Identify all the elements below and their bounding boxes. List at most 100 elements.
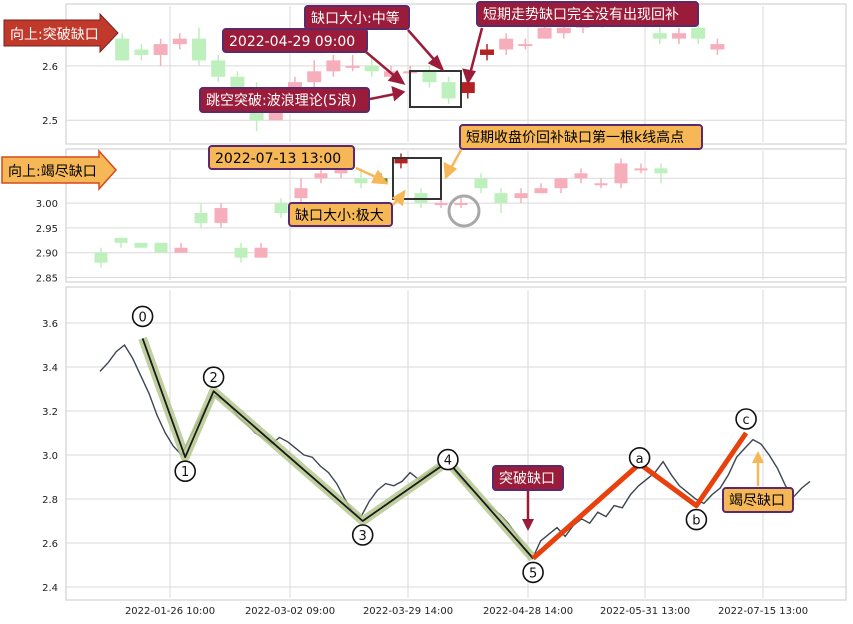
- p2-y-tick-label: 3.00: [36, 199, 58, 210]
- wave-point-label: 5: [529, 566, 537, 581]
- p2-candle-body: [514, 193, 528, 199]
- callout-exhaustion-gap-wave-box: [722, 487, 794, 513]
- arrow-gap-size-head: [427, 54, 445, 72]
- wave-point-marker: [437, 448, 459, 471]
- p2-candle-body: [154, 242, 168, 253]
- p1-candle-body: [345, 65, 360, 68]
- callout-time-breakout: 2022-04-29 09:00: [222, 28, 368, 53]
- callout-fill-note-text: 短期收盘价回补缺口第一根k线高点: [466, 129, 684, 146]
- p2-candle-body: [314, 173, 328, 179]
- wave-point-marker: [628, 446, 651, 469]
- p1-candle-body: [230, 76, 245, 88]
- p2-candle-body: [394, 158, 408, 164]
- panel-breakout-frame: [65, 3, 847, 145]
- callout-time-breakout-text: 2022-04-29 09:00: [229, 34, 355, 50]
- p3-x-tick-label: 2022-05-31 13:00: [600, 606, 690, 617]
- p1-candle-body: [518, 44, 533, 47]
- callout-breakout-gap-wave: 突破缺口: [492, 465, 564, 531]
- p1-candle-body: [460, 82, 475, 94]
- arrow-gap-size-line: [407, 29, 439, 65]
- badge-breakout-gap: 向上:突破缺口: [3, 12, 119, 54]
- p1-candle-body: [441, 82, 456, 99]
- p1-candle-body: [211, 60, 226, 77]
- p1-candle-body: [307, 71, 322, 83]
- callout-gap-size-breakout: 缺口大小:中等: [304, 5, 410, 30]
- p1-candle-body: [537, 27, 552, 39]
- p1-candle-body: [364, 65, 379, 72]
- p1-candle-body: [499, 38, 514, 50]
- impulse-wave-line: [141, 338, 534, 559]
- wave-point-marker: [131, 305, 154, 328]
- panel-wave-frame: [65, 286, 847, 601]
- p3-y-tick-label: 2.4: [42, 583, 58, 594]
- p1-candle-body: [192, 38, 206, 61]
- p2-candle-body: [434, 203, 448, 206]
- callout-exhaustion-gap-wave: 竭尽缺口: [722, 451, 794, 513]
- wave-point-marker: [685, 508, 708, 531]
- callout-breakout-wave-box: [199, 87, 370, 113]
- p1-y-tick-label: 2.5: [42, 116, 58, 127]
- p3-x-tick-label: 2022-03-02 09:00: [245, 606, 335, 617]
- wave-point-label: 0: [138, 310, 146, 325]
- callout-gap-size-exhaustion-box: [288, 202, 393, 227]
- panel-wave-x-axis: 2022-01-26 10:00 2022-03-02 09:00 2022-03-…: [125, 606, 808, 617]
- panel-wave-labels: 0 1 2 3 4 5 a b c: [131, 305, 757, 584]
- callout-time-breakout-box: [222, 28, 368, 53]
- p2-candle-body: [634, 168, 648, 171]
- p2-candle-body: [134, 242, 148, 248]
- callout-exhaustion-gap-wave-text: 竭尽缺口: [729, 493, 785, 509]
- arrow-trend-head: [462, 68, 476, 85]
- p2-candle-body: [594, 183, 608, 186]
- p2-y-tick-label: 2.90: [36, 249, 58, 260]
- p2-candle-body: [654, 168, 668, 174]
- callout-trend-note: 短期走势缺口完全没有出现回补: [476, 1, 699, 27]
- p1-candle-body: [652, 33, 667, 39]
- p3-y-tick-label: 3.4: [42, 363, 58, 374]
- arrow-time-head: [387, 69, 406, 85]
- arrows-breakout: [365, 27, 484, 102]
- arrow-breakout-line: [369, 92, 396, 101]
- wave-point-marker: [522, 561, 544, 584]
- panel-exhaustion-y-axis: 3.053.002.952.902.85: [36, 174, 58, 284]
- wave-point-label: c: [743, 413, 750, 428]
- callout-trend-note-box: [476, 1, 699, 27]
- p3-x-tick-label: 2022-07-15 13:00: [718, 606, 808, 617]
- arrow-breakout-head: [391, 86, 406, 102]
- wave-point-label: a: [636, 452, 644, 467]
- badge-exhaustion-label: 向上:竭尽缺口: [8, 164, 97, 180]
- p3-y-tick-label: 3.0: [42, 451, 58, 462]
- panel-breakout-gap: 2.6 2.5: [42, 3, 847, 145]
- p2-candle-body: [274, 203, 288, 214]
- p2-candle-body: [354, 178, 368, 184]
- p3-y-tick-label: 3.6: [42, 319, 58, 330]
- badge-exhaustion-shape: [1, 149, 118, 191]
- callout-breakout-gap-wave-text: 突破缺口: [499, 471, 555, 487]
- p2-candle-body: [174, 247, 188, 253]
- p1-candle-body: [556, 27, 571, 34]
- callout-time-exhaustion: 2022-07-13 13:00: [208, 145, 355, 170]
- wave-point-label: 2: [209, 371, 217, 386]
- badge-breakout-shape: [3, 12, 119, 54]
- p3-x-tick-label: 2022-04-28 14:00: [483, 606, 573, 617]
- p2-y-tick-label: 2.95: [36, 224, 58, 235]
- p2-candle-body: [254, 247, 268, 258]
- wave-point-label: 4: [444, 454, 452, 469]
- corrective-wave-line: [531, 431, 749, 561]
- p2-candle-body: [494, 193, 508, 204]
- p1-candle-body: [672, 33, 686, 39]
- callout-breakout-wave-text: 跳空突破:波浪理论(5浪): [206, 93, 357, 109]
- p1-candle-body: [153, 44, 168, 55]
- panel-breakout-y-axis: 2.6 2.5: [42, 62, 58, 127]
- callout-gap-size-breakout-text: 缺口大小:中等: [311, 10, 400, 27]
- callout-gap-size-exhaustion: 缺口大小:极大: [288, 202, 393, 227]
- wave-point-marker: [174, 460, 196, 483]
- p3-x-tick-label: 2022-03-29 14:00: [363, 606, 453, 617]
- p2-candle-body: [454, 203, 468, 206]
- arrows-exhaustion: [355, 149, 463, 207]
- callout-trend-note-text: 短期走势缺口完全没有出现回补: [483, 6, 679, 23]
- p1-candle-body: [172, 38, 187, 45]
- p1-candle-body: [115, 38, 130, 61]
- p2-candle-body: [94, 252, 108, 263]
- callout-fill-note: 短期收盘价回补缺口第一根k线高点: [459, 124, 703, 150]
- p2-candle-body: [114, 237, 128, 243]
